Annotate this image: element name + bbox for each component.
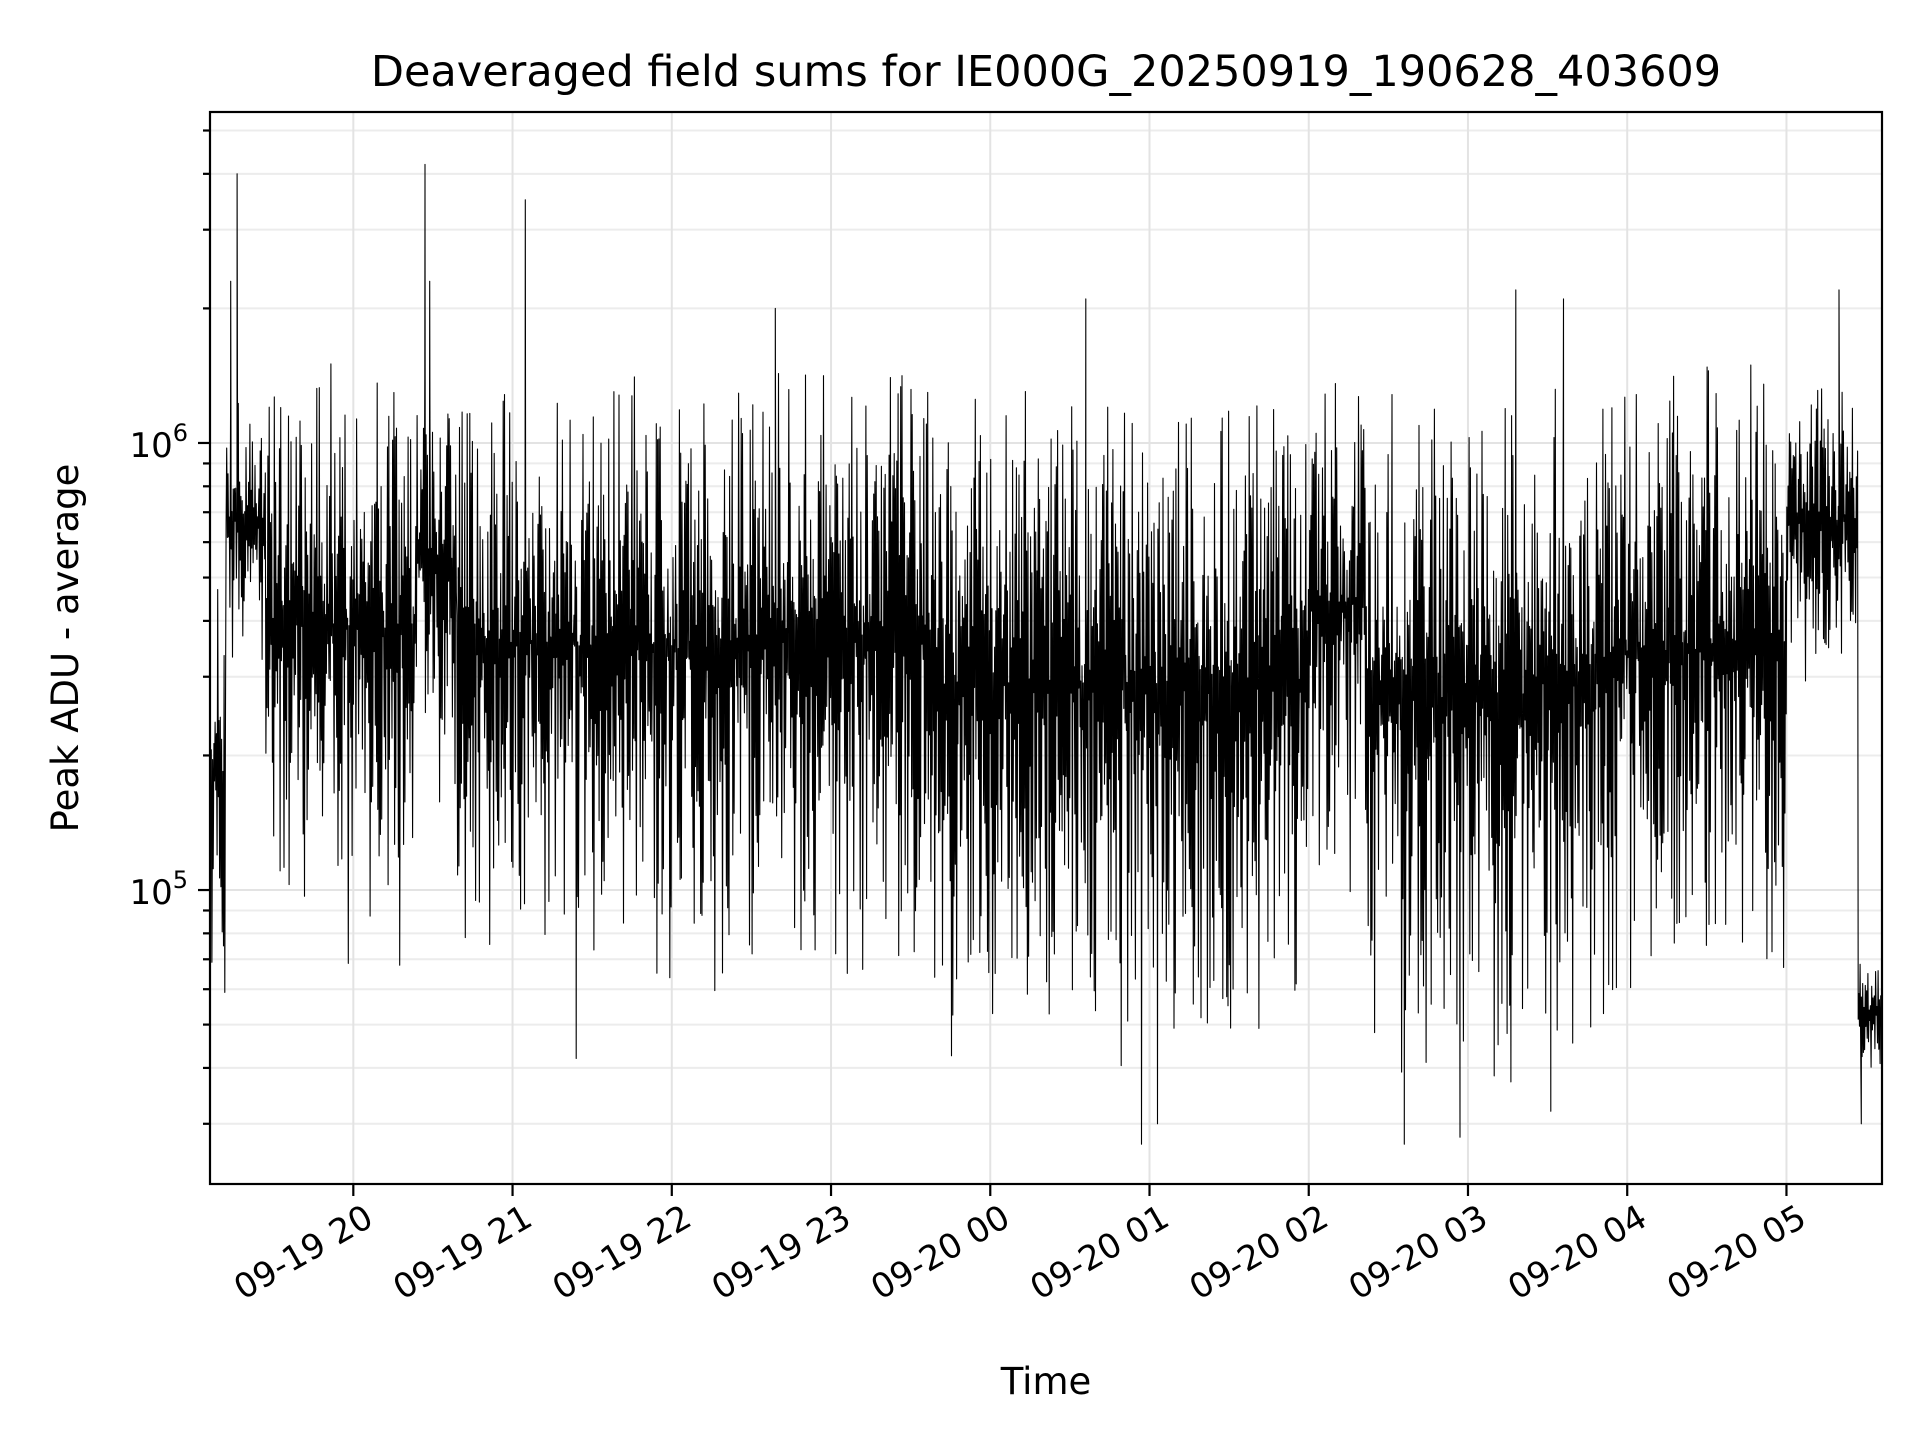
x-tick-label: 09-19 20 <box>227 1197 379 1308</box>
x-tick-label: 09-20 00 <box>864 1197 1016 1308</box>
x-tick-label: 09-20 04 <box>1501 1197 1653 1308</box>
chart-title: Deaveraged field sums for IE000G_2025091… <box>371 47 1721 97</box>
x-axis-label: Time <box>1000 1360 1092 1403</box>
x-tick-label: 09-19 22 <box>546 1197 698 1308</box>
x-tick-label: 09-19 23 <box>705 1197 857 1308</box>
x-tick-label: 09-20 02 <box>1183 1197 1335 1308</box>
series-layer <box>209 163 1883 1145</box>
plot-frame <box>208 110 1884 1186</box>
y-tick-label: 106 <box>129 419 188 466</box>
y-tick-label: 105 <box>129 866 188 913</box>
x-tick-label: 09-20 01 <box>1024 1197 1176 1308</box>
data-series-line <box>209 163 1883 1145</box>
x-tick-label: 09-20 05 <box>1661 1197 1813 1308</box>
x-tick-label: 09-20 03 <box>1342 1197 1494 1308</box>
x-tick-label: 09-19 21 <box>387 1197 539 1308</box>
y-axis-label: Peak ADU - average <box>44 464 87 833</box>
